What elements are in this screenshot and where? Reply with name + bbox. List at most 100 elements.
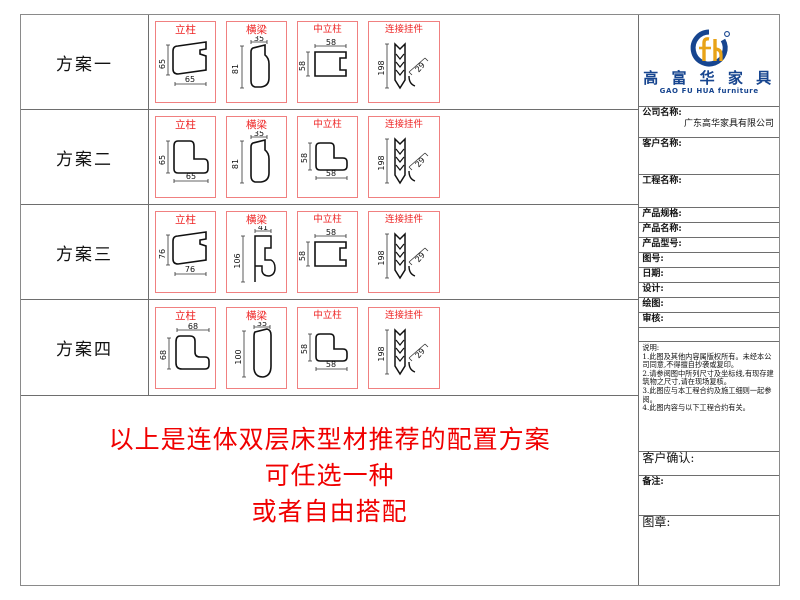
dim-vertical: 65 xyxy=(158,59,167,69)
field-product-spec[interactable]: 产品规格: xyxy=(639,208,779,223)
profile-card-connector[interactable]: 连接挂件 198 29 xyxy=(368,21,440,103)
profile-title: 立柱 xyxy=(175,24,196,36)
column-profile-l-icon: 65 65 xyxy=(156,131,215,197)
field-label: 产品规格: xyxy=(642,209,682,219)
dim-vertical: 58 xyxy=(300,153,309,163)
profile-card-list: 立柱 65 65 横梁 xyxy=(149,110,638,204)
profile-card-beam[interactable]: 横梁 81 35 xyxy=(226,21,287,103)
customer-confirm-cell[interactable]: 客户确认: xyxy=(639,452,779,476)
dim-angled: 29 xyxy=(413,156,427,170)
profile-title: 立柱 xyxy=(175,309,196,322)
dim-horizontal: 65 xyxy=(186,172,196,181)
schemes-area: 方案一 立柱 65 65 xyxy=(21,15,640,585)
dim-horizontal: 35 xyxy=(254,36,264,43)
dim-vertical: 81 xyxy=(231,64,240,74)
dim-horizontal: 58 xyxy=(326,38,336,47)
note-item: 4.此图内容与以下工程合约有关。 xyxy=(642,403,750,413)
profile-card-column[interactable]: 立柱 68 68 xyxy=(155,306,216,389)
connector-hanger-icon: 198 29 xyxy=(369,131,439,197)
profile-title: 中立柱 xyxy=(313,24,342,35)
profile-card-midcolumn[interactable]: 中立柱 58 58 xyxy=(297,21,358,103)
scheme-row: 方案四 立柱 68 68 xyxy=(21,300,639,396)
notes-cell: 说明: 1.此图及其他内容属版权所有。未经本公司同意,不得擅自抄袭或复印。 2.… xyxy=(639,342,779,452)
remark-cell[interactable]: 备注: xyxy=(639,476,779,516)
scheme-row: 方案一 立柱 65 65 xyxy=(21,15,639,110)
midcolumn-profile-c-icon: 58 58 xyxy=(298,36,357,102)
field-product-name[interactable]: 产品名称: xyxy=(639,223,779,238)
scheme-label: 方案二 xyxy=(21,110,149,204)
bottom-note-line-3: 或者自由搭配 xyxy=(251,497,408,526)
profile-title: 连接挂件 xyxy=(384,309,423,321)
profile-card-midcolumn[interactable]: 中立柱 58 58 xyxy=(297,211,358,293)
field-product-model[interactable]: 产品型号: xyxy=(639,238,779,253)
dim-vertical: 198 xyxy=(377,346,386,361)
field-draftsman[interactable]: 绘图: xyxy=(639,298,779,313)
notes-heading: 说明: xyxy=(642,343,660,352)
profile-title: 横梁 xyxy=(246,309,267,322)
customer-confirm-label: 客户确认: xyxy=(642,451,695,465)
scheme-label: 方案四 xyxy=(21,300,149,395)
field-label: 产品名称: xyxy=(642,224,682,234)
dim-vertical: 58 xyxy=(298,61,307,71)
logo-english-name: GAO FU HUA furniture xyxy=(659,87,759,95)
midcolumn-profile-l-icon: 58 58 xyxy=(298,322,357,388)
field-label: 图号: xyxy=(642,254,664,264)
field-value[interactable]: 广东高华家具有限公司 xyxy=(683,119,774,129)
dim-horizontal: 41 xyxy=(258,226,268,232)
dim-vertical: 58 xyxy=(298,251,307,261)
dim-horizontal: 35 xyxy=(257,322,267,328)
dim-horizontal: 58 xyxy=(326,360,336,369)
dim-horizontal: 58 xyxy=(326,169,336,178)
profile-card-beam[interactable]: 横梁 106 41 xyxy=(226,211,287,293)
dim-angled: 29 xyxy=(413,346,427,360)
field-label: 日期: xyxy=(642,269,664,279)
field-label: 产品型号: xyxy=(642,239,682,249)
field-label: 公司名称: xyxy=(642,108,682,118)
beam-profile-tall-icon: 106 41 xyxy=(227,226,286,292)
profile-title: 连接挂件 xyxy=(384,24,423,35)
dim-vertical: 65 xyxy=(158,155,167,165)
field-designer[interactable]: 设计: xyxy=(639,283,779,298)
profile-card-connector[interactable]: 连接挂件 198 29 xyxy=(368,211,440,293)
profile-card-column[interactable]: 立柱 76 76 xyxy=(155,211,216,293)
dim-horizontal: 65 xyxy=(185,75,195,84)
logo-chinese-name: 高 富 华 家 具 xyxy=(643,69,776,87)
field-customer-name[interactable]: 客户名称: xyxy=(639,138,779,175)
bottom-note-line-1: 以上是连体双层床型材推荐的配置方案 xyxy=(108,425,551,454)
field-project-name[interactable]: 工程名称: xyxy=(639,175,779,208)
profile-card-beam[interactable]: 横梁 81 35 xyxy=(226,116,287,198)
connector-hanger-icon: 198 29 xyxy=(369,226,439,292)
dim-vertical: 58 xyxy=(300,343,309,353)
profile-card-beam[interactable]: 横梁 100 35 xyxy=(226,306,287,389)
beam-profile-round-icon: 81 35 xyxy=(227,131,286,197)
profile-card-connector[interactable]: 连接挂件 198 29 xyxy=(368,116,440,198)
field-reviewer[interactable]: 审核: xyxy=(639,313,779,328)
field-drawing-number[interactable]: 图号: xyxy=(639,253,779,268)
midcolumn-profile-c-icon: 58 58 xyxy=(298,226,357,292)
dim-vertical: 198 xyxy=(377,60,386,75)
stamp-cell[interactable]: 图章: xyxy=(639,516,779,585)
column-profile-c-icon: 65 65 xyxy=(156,36,215,102)
profile-card-midcolumn[interactable]: 中立柱 58 58 xyxy=(297,306,358,389)
profile-card-column[interactable]: 立柱 65 65 xyxy=(155,21,216,103)
column-profile-c-icon: 76 76 xyxy=(156,226,215,292)
title-block: 高 富 华 家 具 GAO FU HUA furniture 公司名称: 广东高… xyxy=(639,15,779,585)
profile-card-column[interactable]: 立柱 65 65 xyxy=(155,116,216,198)
dim-horizontal: 35 xyxy=(254,131,264,138)
connector-hanger-icon: 198 29 xyxy=(369,322,439,388)
field-label: 客户名称: xyxy=(642,139,682,149)
profile-title: 横梁 xyxy=(246,24,267,36)
drawing-frame: 方案一 立柱 65 65 xyxy=(20,14,780,586)
note-item: 2.请参阅图中所列尺寸及坐标线,有现存建筑物之尺寸,请在现场复核。 xyxy=(642,368,774,387)
profile-card-midcolumn[interactable]: 中立柱 58 58 xyxy=(297,116,358,198)
profile-card-list: 立柱 76 76 横梁 xyxy=(149,205,638,299)
field-date[interactable]: 日期: xyxy=(639,268,779,283)
bottom-note-block: 以上是连体双层床型材推荐的配置方案 可任选一种 或者自由搭配 xyxy=(21,396,638,585)
profile-card-connector[interactable]: 连接挂件 198 29 xyxy=(368,306,440,389)
scheme-row: 方案三 立柱 76 76 xyxy=(21,205,639,300)
profile-title: 中立柱 xyxy=(313,119,342,130)
field-label: 审核: xyxy=(642,314,664,324)
dim-horizontal: 58 xyxy=(326,228,336,237)
dim-vertical: 68 xyxy=(159,349,168,359)
dim-angled: 29 xyxy=(413,61,427,75)
